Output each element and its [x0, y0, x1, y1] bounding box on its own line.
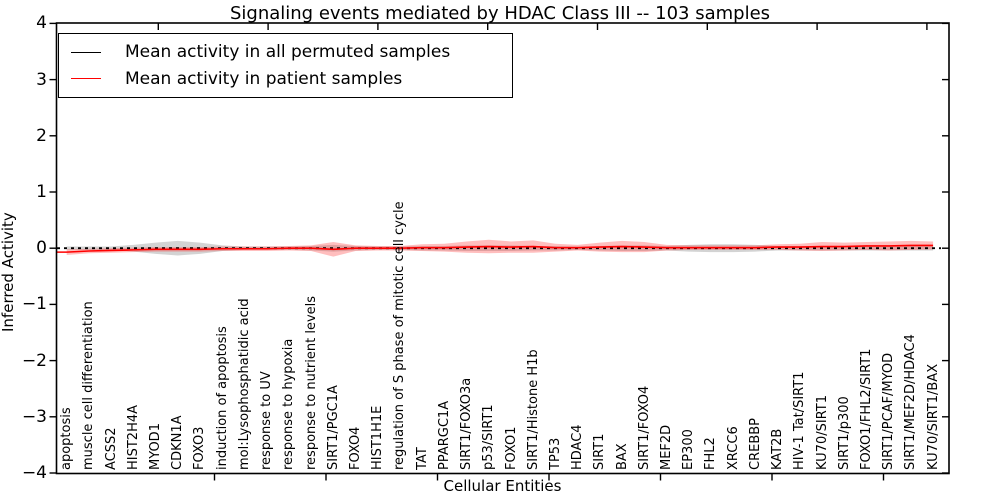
x-tick-label-text: TAT — [414, 447, 430, 470]
x-tick-label-text: SIRT1/PCAF/MYOD — [881, 352, 897, 470]
permuted-line-swatch — [71, 51, 101, 53]
x-tick-label-text: ACSS2 — [103, 427, 119, 470]
x-tick-label-text: MEF2D — [659, 424, 674, 470]
x-tick-label-text: induction of apoptosis — [214, 326, 230, 470]
x-tick-label-text: SIRT1/FOXO3a — [459, 377, 475, 470]
y-tick-label: −3 — [21, 406, 47, 427]
x-tick-label-text: CDKN1A — [170, 415, 186, 470]
x-tick-label-text: response to nutrient levels — [303, 295, 319, 470]
y-tick-label: 2 — [36, 125, 47, 146]
x-tick-label-text: HDAC4 — [570, 424, 586, 470]
x-tick-label-text: FHL2 — [703, 437, 719, 470]
x-tick-label-text: SIRT1/FOXO4 — [636, 385, 652, 470]
x-tick-label-text: CREBBP — [747, 418, 763, 470]
x-tick-label-text: regulation of S phase of mitotic cell cy… — [392, 201, 408, 470]
x-tick-label-text: HIV-1 Tat/SIRT1 — [792, 371, 808, 470]
chart-title: Signaling events mediated by HDAC Class … — [229, 3, 771, 24]
x-tick-label-text: HIST1H1E — [370, 405, 386, 470]
x-tick-label-text: TP53 — [547, 437, 563, 470]
y-tick-label: −2 — [21, 350, 47, 371]
x-tick-label-text: HIST2H4A — [125, 404, 141, 470]
x-tick-label-text: mol:Lysophosphatidic acid — [236, 298, 252, 470]
x-tick-label-text: XRCC6 — [725, 426, 741, 470]
x-tick-label-text: SIRT1/Histone H1b — [525, 349, 541, 470]
y-tick-label: 0 — [36, 238, 47, 259]
x-axis-label: Cellular Entities — [443, 477, 562, 495]
x-tick-label-text: MYOD1 — [148, 423, 164, 470]
x-tick-label-text: KAT2B — [770, 428, 786, 470]
y-tick-label: 1 — [36, 182, 47, 202]
x-tick-label-text: SIRT1/MEF2D/HDAC4 — [903, 334, 919, 470]
patient-line-swatch — [71, 78, 101, 80]
y-tick-label: −4 — [21, 463, 47, 483]
legend-label-patient: Mean activity in patient samples — [125, 68, 403, 89]
x-tick-label-text: EP300 — [681, 429, 697, 470]
x-tick-label-text: apoptosis — [59, 407, 75, 470]
x-tick-label-text: KU70/SIRT1 — [814, 395, 830, 470]
x-tick-label-text: FOXO3 — [192, 426, 208, 470]
x-tick-label-text: SIRT1/p300 — [836, 396, 852, 470]
x-tick-label-text: response to UV — [259, 371, 275, 470]
x-tick-label-text: PPARGC1A — [436, 400, 452, 470]
x-tick-label-text: SIRT1/PGC1A — [325, 385, 341, 470]
x-tick-label-text: SIRT1 — [592, 433, 608, 470]
legend-item-patient: Mean activity in patient samples — [71, 69, 500, 89]
x-tick-label-text: FOXO1 — [503, 426, 519, 470]
x-tick-label-text: response to hypoxia — [281, 338, 297, 470]
y-tick-label: 3 — [36, 69, 47, 90]
x-tick-label-text: BAX — [614, 443, 630, 470]
x-tick-label-text: KU70/SIRT1/BAX — [925, 363, 941, 470]
x-tick-label-text: p53/SIRT1 — [481, 404, 497, 470]
y-tick-label: −1 — [21, 294, 47, 315]
legend: Mean activity in all permuted samples Me… — [58, 33, 513, 98]
x-tick-label-text: FOXO1/FHL2/SIRT1 — [858, 348, 874, 470]
legend-label-permuted: Mean activity in all permuted samples — [125, 42, 451, 63]
legend-item-permuted: Mean activity in all permuted samples — [71, 42, 500, 62]
x-tick-label-text: muscle cell differentiation — [81, 301, 97, 470]
patient-mean-line — [57, 244, 934, 253]
x-tick-label-text: FOXO4 — [347, 426, 363, 470]
y-tick-label: 4 — [36, 13, 47, 34]
